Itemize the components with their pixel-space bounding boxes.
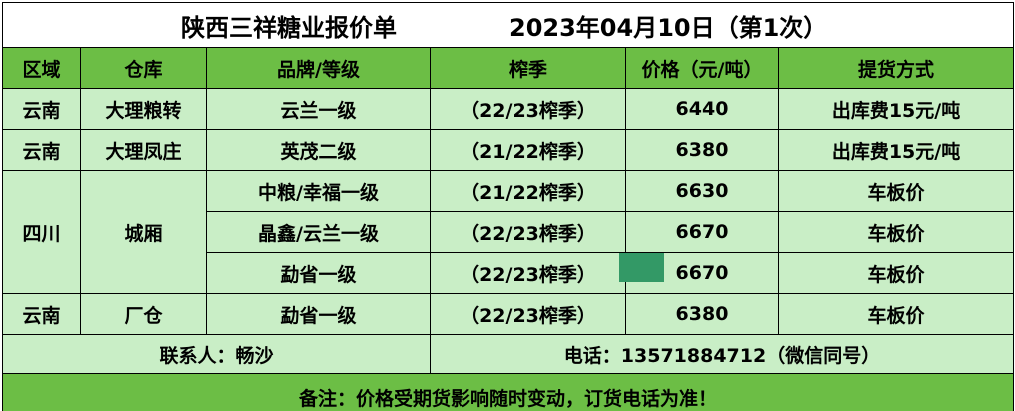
cell-brand[interactable]: 中粮/幸福一级: [206, 170, 431, 212]
table-row: 晶鑫/云兰一级 （22/23榨季） 6670 车板价: [3, 211, 1015, 253]
cell-brand[interactable]: 英茂二级: [206, 129, 431, 171]
header-region[interactable]: 区域: [2, 47, 81, 89]
header-season[interactable]: 榨季: [430, 47, 626, 89]
cell-price[interactable]: 6670: [625, 211, 779, 253]
cell-price[interactable]: 6670: [625, 252, 779, 294]
cell-warehouse[interactable]: 大理粮转: [80, 88, 207, 130]
cell-season[interactable]: （21/22榨季）: [430, 170, 626, 212]
cell-season[interactable]: （22/23榨季）: [430, 88, 626, 130]
cell-delivery[interactable]: 出库费15元/吨: [777, 129, 1015, 171]
cell-delivery[interactable]: 车板价: [777, 170, 1015, 212]
header-warehouse[interactable]: 仓库: [80, 47, 207, 89]
cell-warehouse[interactable]: 厂仓: [80, 293, 207, 335]
table-row: 云南 厂仓 勐省一级 （22/23榨季） 6380 车板价: [2, 293, 1015, 335]
page-title: 陕西三祥糖业报价单: [181, 13, 397, 42]
column-header-row: 区域 仓库 品牌/等级 榨季 价格（元/吨） 提货方式: [2, 47, 1015, 89]
note-text: 备注：价格受期货影响随时变动，订货电话为准！: [1, 373, 1015, 411]
cell-delivery[interactable]: 车板价: [777, 252, 1015, 294]
cell-brand[interactable]: 勐省一级: [206, 293, 431, 335]
cell-season[interactable]: （22/23榨季）: [430, 252, 626, 294]
contact-person[interactable]: 联系人：畅沙: [2, 334, 431, 374]
cell-region[interactable]: 云南: [2, 88, 81, 130]
table-row: 勐省一级 （22/23榨季） 6670 车板价: [3, 252, 1015, 294]
cell-delivery[interactable]: 车板价: [777, 211, 1015, 253]
cell-warehouse-merged[interactable]: 城厢: [80, 170, 207, 294]
cell-season[interactable]: （22/23榨季）: [430, 211, 626, 253]
table-row: 云南 大理粮转 云兰一级 （22/23榨季） 6440 出库费15元/吨: [2, 88, 1015, 130]
cell-price[interactable]: 6630: [625, 170, 779, 212]
table-row: 云南 大理凤庄 英茂二级 （21/22榨季） 6380 出库费15元/吨: [2, 129, 1015, 171]
title-date: 2023年04月10日（第1次）: [509, 13, 828, 42]
header-brand[interactable]: 品牌/等级: [206, 47, 431, 89]
cell-brand[interactable]: 勐省一级: [206, 252, 431, 294]
contact-row: 联系人：畅沙 电话：13571884712（微信同号）: [2, 334, 1015, 374]
cell-delivery[interactable]: 车板价: [777, 293, 1015, 335]
cell-region-merged[interactable]: 四川: [2, 170, 81, 294]
header-delivery[interactable]: 提货方式: [777, 47, 1015, 89]
cell-price[interactable]: 6380: [625, 129, 779, 171]
cell-season[interactable]: （21/22榨季）: [430, 129, 626, 171]
cell-price[interactable]: 6380: [625, 293, 779, 335]
cell-delivery[interactable]: 出库费15元/吨: [777, 88, 1015, 130]
cell-region[interactable]: 云南: [2, 129, 81, 171]
title-container: 陕西三祥糖业报价单 2023年04月10日（第1次）: [4, 4, 1013, 47]
table-row: 四川 城厢 中粮/幸福一级 （21/22榨季） 6630 车板价: [2, 170, 1015, 294]
cell-brand[interactable]: 云兰一级: [206, 88, 431, 130]
note-row: 备注：价格受期货影响随时变动，订货电话为准！: [1, 373, 1015, 411]
cell-region[interactable]: 云南: [2, 293, 81, 335]
title-cell[interactable]: 陕西三祥糖业报价单 2023年04月10日（第1次）: [1, 2, 1015, 48]
title-row: 陕西三祥糖业报价单 2023年04月10日（第1次）: [1, 2, 1015, 48]
cell-warehouse[interactable]: 大理凤庄: [80, 129, 207, 171]
contact-phone[interactable]: 电话：13571884712（微信同号）: [429, 334, 1015, 374]
header-price[interactable]: 价格（元/吨）: [625, 47, 779, 89]
cell-brand[interactable]: 晶鑫/云兰一级: [206, 211, 431, 253]
cell-season[interactable]: （22/23榨季）: [430, 293, 626, 335]
cell-price[interactable]: 6440: [625, 88, 779, 130]
